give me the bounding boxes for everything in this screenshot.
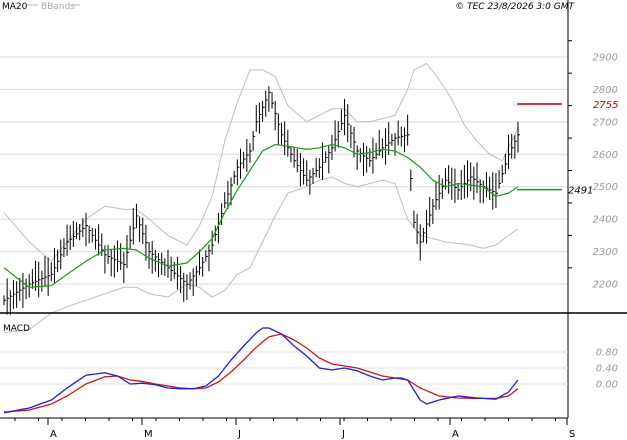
macd-line (3, 327, 519, 414)
price-axis: 2200 2300 2400 2500 2600 2700 2800 2900 (568, 40, 618, 291)
ma20-legend: MA20 (2, 2, 28, 12)
macd-tick-label: 0.40 (596, 364, 618, 375)
price-tick-label: 2400 (593, 215, 618, 226)
price-tick-label: 2500 (593, 182, 618, 193)
time-tick-label: A (50, 429, 57, 440)
time-tick-label: S (569, 429, 575, 440)
price-tick-label: 2600 (593, 150, 618, 161)
ma20-line (3, 143, 519, 288)
time-tick-label: A (452, 429, 459, 440)
time-tick-label: J (341, 429, 345, 440)
price-grid (0, 56, 568, 285)
macd-tick-label: 0.80 (596, 348, 618, 359)
price-bars (3, 86, 520, 315)
macd-tick-label: 0.00 (596, 380, 618, 391)
macd-axis: 0.00 0.40 0.80 (596, 348, 618, 391)
time-tick-label: J (237, 429, 241, 440)
macd-grid (0, 351, 568, 385)
price-tick-label: 2200 (593, 280, 618, 291)
price-tick-label: 2700 (593, 117, 618, 128)
copyright-notice: © TEC 23/8/2026 3:0 GMT (455, 2, 575, 12)
bbands-lower-line (3, 176, 519, 334)
bbands-upper-line (3, 62, 519, 263)
price-tick-label: 2800 (593, 85, 618, 96)
macd-signal-line (3, 333, 519, 413)
support-level-label: 2491 (568, 186, 593, 197)
price-tick-label: 2300 (593, 247, 618, 258)
price-tick-label: 2900 (593, 52, 618, 63)
time-tick-label: M (144, 429, 153, 440)
macd-title: MACD (3, 324, 30, 334)
resistance-level-label: 2755 (593, 100, 618, 111)
bbands-legend: BBands (41, 2, 75, 12)
